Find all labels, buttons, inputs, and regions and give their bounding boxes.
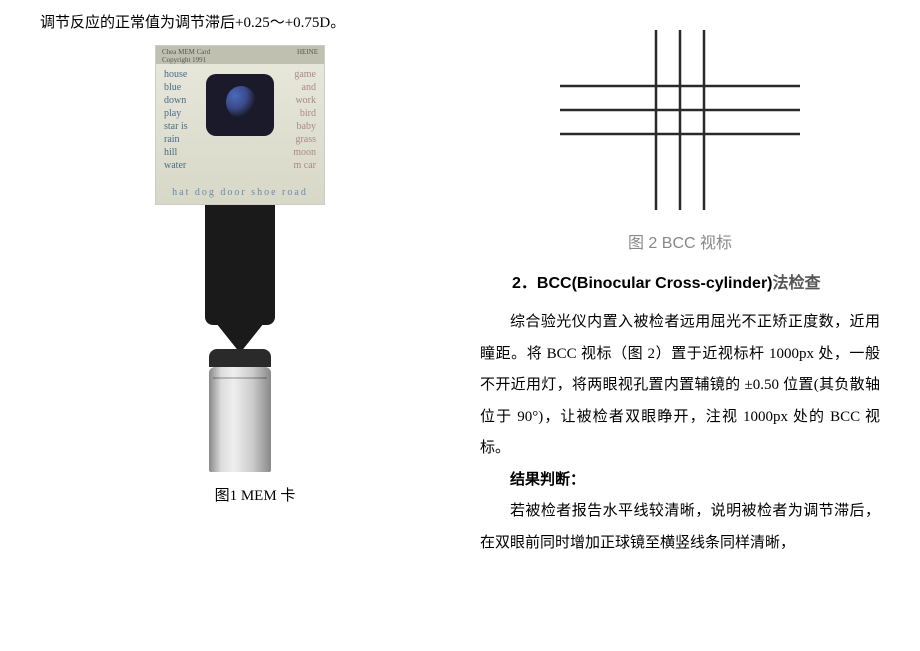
- mem-card-header-left: Chea MEM Card Copyright 1991: [162, 48, 210, 62]
- section-title: BCC(Binocular Cross-cylinder): [537, 275, 773, 292]
- mem-words-bottom: hat dog door shoe road: [156, 187, 324, 198]
- section-heading: 2．BCC(Binocular Cross-cylinder)法检查: [480, 269, 880, 293]
- mem-word: bird: [293, 107, 316, 120]
- mem-word: blue: [164, 81, 188, 94]
- mem-screen-reflection: [226, 86, 256, 118]
- section-suffix: 法检查: [773, 275, 821, 292]
- bcc-caption: 图 2 BCC 视标: [480, 229, 880, 253]
- intro-text: 调节反应的正常值为调节滞后+0.25～+0.75D。: [40, 10, 440, 37]
- mem-card-header-right: HEINE: [297, 48, 318, 62]
- mem-word: baby: [293, 120, 316, 133]
- mem-word: star is: [164, 120, 188, 133]
- mem-handle-black: [205, 205, 275, 325]
- mem-card-top: Chea MEM Card Copyright 1991 HEINE house…: [155, 45, 325, 205]
- section-number: 2．: [512, 275, 537, 292]
- mem-word: moon: [293, 146, 316, 159]
- mem-handle-flare: [209, 349, 271, 367]
- paragraph-3: 若被检者报告水平线较清晰，说明被检者为调节滞后，在双眼前同时增加正球镜至横竖线条…: [480, 496, 880, 559]
- mem-caption: 图1 MEM 卡: [70, 484, 440, 505]
- mem-word: game: [293, 68, 316, 81]
- mem-word: water: [164, 159, 188, 172]
- mem-word: grass: [293, 133, 316, 146]
- mem-handle-metal: [209, 367, 271, 472]
- mem-word: house: [164, 68, 188, 81]
- mem-words-left: housebluedownplaystar israinhillwater: [164, 68, 188, 172]
- paragraph-1: 综合验光仪内置入被检者远用屈光不正矫正度数，近用瞳距。将 BCC 视标（图 2）…: [480, 307, 880, 465]
- mem-screen: [206, 74, 274, 136]
- mem-card-header: Chea MEM Card Copyright 1991 HEINE: [156, 46, 324, 64]
- mem-word: down: [164, 94, 188, 107]
- mem-word: and: [293, 81, 316, 94]
- result-label: 结果判断：: [480, 465, 880, 497]
- right-column: 图 2 BCC 视标 2．BCC(Binocular Cross-cylinde…: [460, 10, 880, 559]
- mem-word: play: [164, 107, 188, 120]
- left-column: 调节反应的正常值为调节滞后+0.25～+0.75D。 Chea MEM Card…: [40, 10, 460, 559]
- bcc-figure: [560, 30, 800, 215]
- mem-word: hill: [164, 146, 188, 159]
- mem-word: work: [293, 94, 316, 107]
- mem-word: rain: [164, 133, 188, 146]
- page: 调节反应的正常值为调节滞后+0.25～+0.75D。 Chea MEM Card…: [0, 0, 920, 569]
- mem-word: m car: [293, 159, 316, 172]
- mem-card-figure: Chea MEM Card Copyright 1991 HEINE house…: [150, 45, 330, 472]
- bcc-cross-diagram: [560, 30, 800, 210]
- mem-words-right: gameandworkbirdbabygrassmoonm car: [293, 68, 316, 172]
